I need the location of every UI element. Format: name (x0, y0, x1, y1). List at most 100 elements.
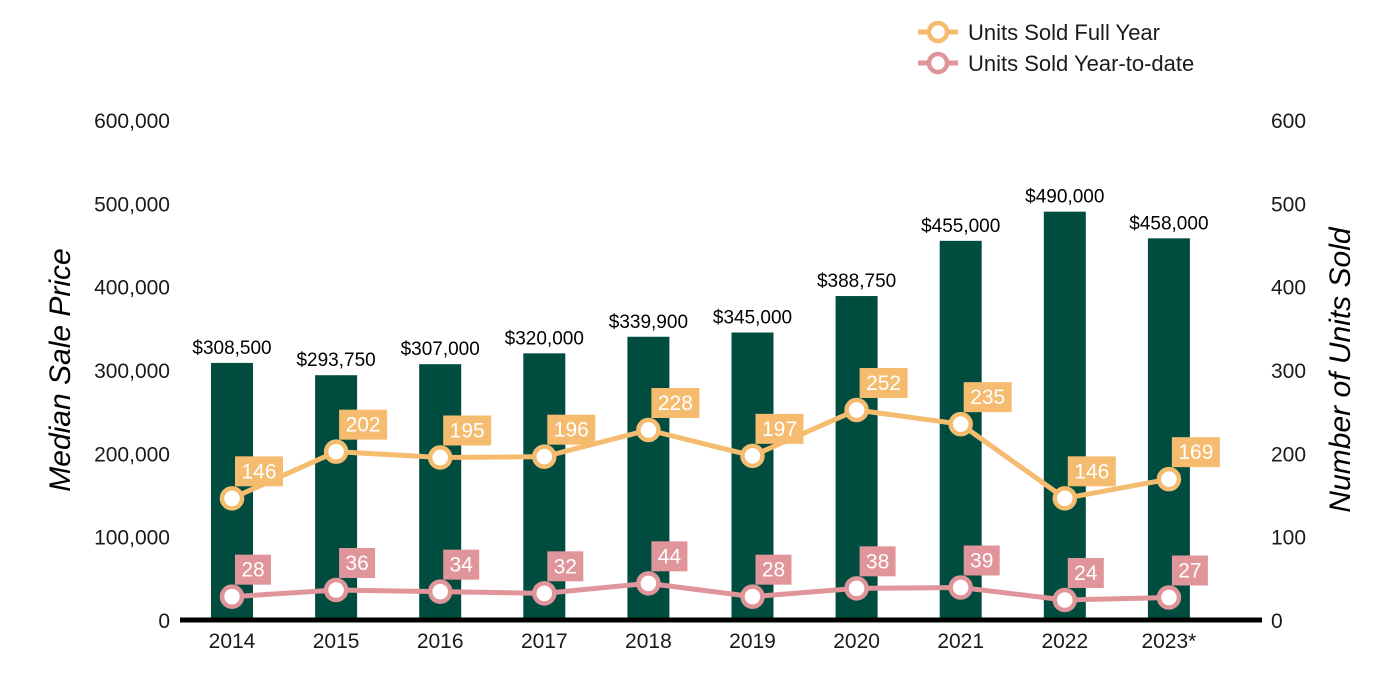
left-axis-title: Median Sale Price (44, 248, 77, 491)
series-point (636, 571, 661, 596)
point-value-label: 252 (866, 372, 901, 395)
point-value-label: 146 (241, 460, 276, 483)
series-point (844, 397, 869, 423)
right-axis-title: Number of Units Sold (1324, 226, 1357, 512)
legend-swatch-marker (926, 20, 950, 44)
series-point (427, 579, 453, 604)
point-value-label: 28 (762, 559, 785, 582)
x-tick-labels: 2014 2015 2016 2017 2018 2019 2020 2021 2022 2023… (209, 630, 1197, 653)
point-value-label: 38 (866, 550, 889, 573)
point-label-box (963, 382, 1012, 413)
series-line (231, 580, 1169, 603)
bar-value-label: $345,000 (713, 308, 792, 329)
bar-value-label: $388,750 (817, 271, 896, 292)
point-value-label: 228 (658, 392, 693, 415)
bar-value-label: $339,900 (609, 312, 688, 333)
series-line (230, 407, 1170, 501)
right-y-tick-label: 400 (1271, 277, 1306, 300)
point-label-box (443, 415, 492, 446)
point-label-box (443, 549, 480, 580)
point-label-box (755, 554, 792, 585)
series-point (948, 575, 973, 600)
left-y-tick-label: 600,000 (94, 110, 170, 133)
point-label-box (859, 368, 908, 398)
bar-value-label: $307,000 (401, 339, 480, 360)
point-value-label: 28 (241, 559, 264, 582)
bar-value-label: $293,750 (296, 350, 375, 371)
point-label-box (547, 551, 584, 582)
x-tick-label: 2022 (1041, 630, 1088, 653)
point-value-label: 195 (450, 420, 485, 443)
point-value-label: 39 (970, 550, 993, 573)
series-point (532, 444, 557, 469)
point-value-label: 196 (554, 419, 589, 442)
point-label-box (235, 554, 271, 585)
point-value-label: 32 (554, 555, 577, 578)
bar-value-label: $320,000 (505, 328, 584, 349)
x-tick-label: 2023* (1141, 630, 1196, 653)
point-label-box (235, 456, 283, 487)
legend-item-units-sold-year-to-date: Units Sold Year-to-date (918, 51, 1194, 76)
series-point (219, 584, 245, 609)
x-tick-label: 2016 (417, 630, 464, 653)
series-point (323, 577, 349, 603)
point-label-box (755, 413, 804, 444)
left-y-tick-label: 400,000 (94, 277, 170, 300)
right-y-tick-label: 600 (1271, 110, 1306, 133)
bar-value-label: $490,000 (1025, 187, 1104, 208)
right-y-tick-label: 200 (1271, 443, 1306, 466)
series-point (532, 581, 557, 606)
series-point (636, 417, 661, 443)
bar-2022 (1043, 211, 1086, 620)
right-y-tick-label: 100 (1271, 527, 1306, 550)
point-value-label: 202 (346, 414, 381, 437)
x-tick-label: 2019 (729, 630, 776, 653)
point-label-box (339, 409, 388, 440)
series-point (323, 439, 349, 464)
left-y-tick-label: 100,000 (94, 527, 170, 550)
point-value-label: 197 (762, 418, 797, 441)
point-label-box (1171, 437, 1220, 468)
right-y-axis: 0 100 200 300 400 500 600 (1271, 110, 1306, 633)
x-tick-label: 2017 (521, 630, 568, 653)
point-label-box (859, 546, 896, 577)
legend-item-units-sold-full-year: Units Sold Full Year (918, 20, 1160, 45)
x-tick-label: 2018 (625, 630, 672, 653)
point-label-box (651, 388, 700, 418)
point-value-label: 169 (1178, 441, 1213, 464)
legend-label: Units Sold Year-to-date (968, 51, 1194, 76)
line-series: 146 202 195 196 228 197 252 235 146 169 28 36 34 32 44… (219, 368, 1220, 613)
right-y-tick-label: 500 (1271, 193, 1306, 216)
series-point (1156, 466, 1182, 492)
point-label-box (651, 541, 688, 572)
series-point (740, 443, 765, 469)
right-y-tick-label: 300 (1271, 360, 1306, 383)
series-point (844, 576, 869, 601)
legend-label: Units Sold Full Year (968, 20, 1160, 45)
series-point (219, 486, 245, 511)
legend-swatch-marker (926, 51, 950, 75)
x-tick-label: 2014 (209, 630, 256, 653)
series-point (948, 411, 973, 437)
series-units-sold-full-year: 146 202 195 196 228 197 252 235 146 169 (219, 368, 1220, 511)
point-value-label: 146 (1074, 460, 1109, 483)
x-tick-label: 2020 (833, 630, 880, 653)
point-value-label: 235 (970, 386, 1005, 409)
bar-value-label: $308,500 (192, 338, 271, 359)
left-y-tick-label: 0 (158, 610, 170, 633)
legend: Units Sold Full Year Units Sold Year-to-d… (918, 20, 1194, 76)
left-y-tick-label: 500,000 (94, 193, 170, 216)
point-value-label: 27 (1178, 560, 1201, 583)
point-label-box (963, 545, 1000, 576)
series-units-sold-year-to-date: 28 36 34 32 44 28 38 39 24 27 (219, 541, 1208, 613)
left-y-tick-label: 300,000 (94, 360, 170, 383)
series-point (427, 445, 453, 470)
x-tick-label: 2021 (937, 630, 984, 653)
right-y-tick-label: 0 (1271, 610, 1283, 633)
series-point (1052, 587, 1078, 613)
point-value-label: 34 (450, 554, 474, 577)
x-tick-label: 2015 (313, 630, 360, 653)
point-value-label: 36 (345, 552, 368, 575)
bar-value-label: $458,000 (1129, 213, 1208, 234)
